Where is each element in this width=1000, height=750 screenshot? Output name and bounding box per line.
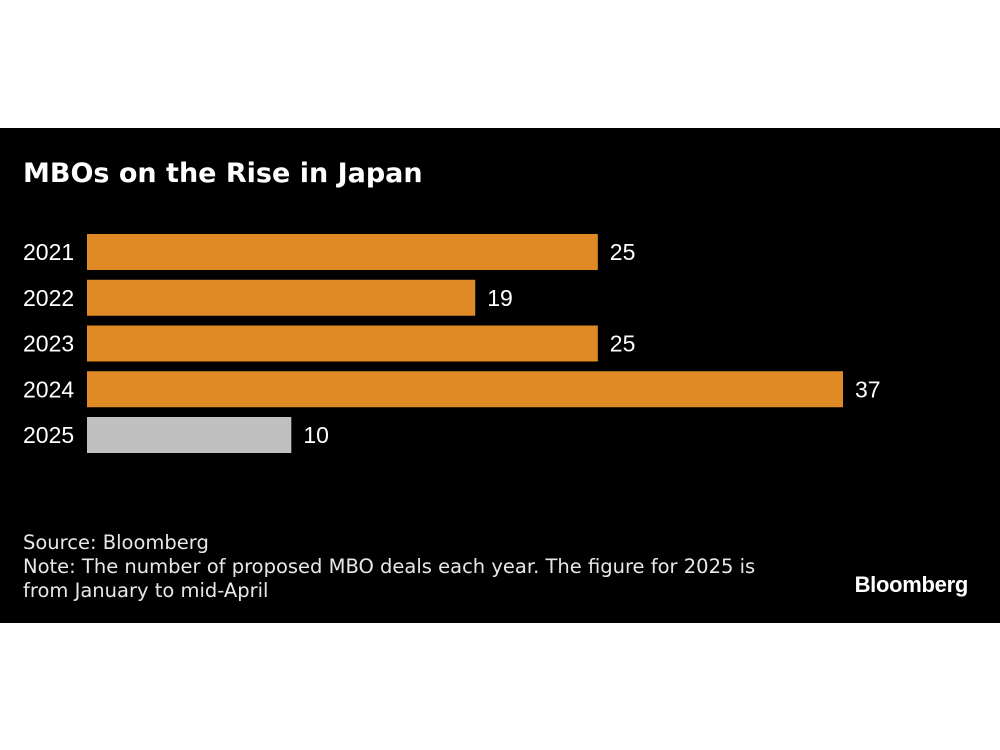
bar-2024 (87, 371, 843, 408)
bar-2025 (87, 417, 292, 453)
bar-2022 (87, 279, 476, 316)
data-label-2023: 25 (610, 331, 636, 357)
chart-title: MBOs on the Rise in Japan (23, 158, 423, 189)
y-tick-label: 2021 (23, 239, 74, 265)
footnote-line-1: Note: The number of proposed MBO deals e… (23, 555, 756, 578)
data-label-2021: 25 (610, 239, 636, 265)
data-label-2022: 19 (487, 285, 513, 311)
bar-2023 (87, 325, 598, 362)
footnote-line-2: from January to mid-April (23, 579, 269, 602)
chart-panel: MBOs on the Rise in Japan 2021 25 2022 19 20… (0, 128, 1000, 623)
chart-footer: Source: Bloomberg Note: The number of pr… (23, 531, 813, 603)
y-tick-label: 2025 (23, 422, 74, 448)
bar-chart: 2021 25 2022 19 2023 25 2024 37 2025 10 (23, 234, 881, 453)
source-note: Source: Bloomberg (23, 531, 209, 554)
data-label-2025: 10 (303, 422, 329, 448)
data-label-2024: 37 (855, 376, 881, 402)
y-tick-label: 2022 (23, 285, 74, 311)
y-tick-label: 2023 (23, 331, 74, 357)
y-tick-label: 2024 (23, 376, 74, 402)
bar-2021 (87, 234, 598, 270)
bloomberg-logo: Bloomberg (854, 572, 969, 597)
